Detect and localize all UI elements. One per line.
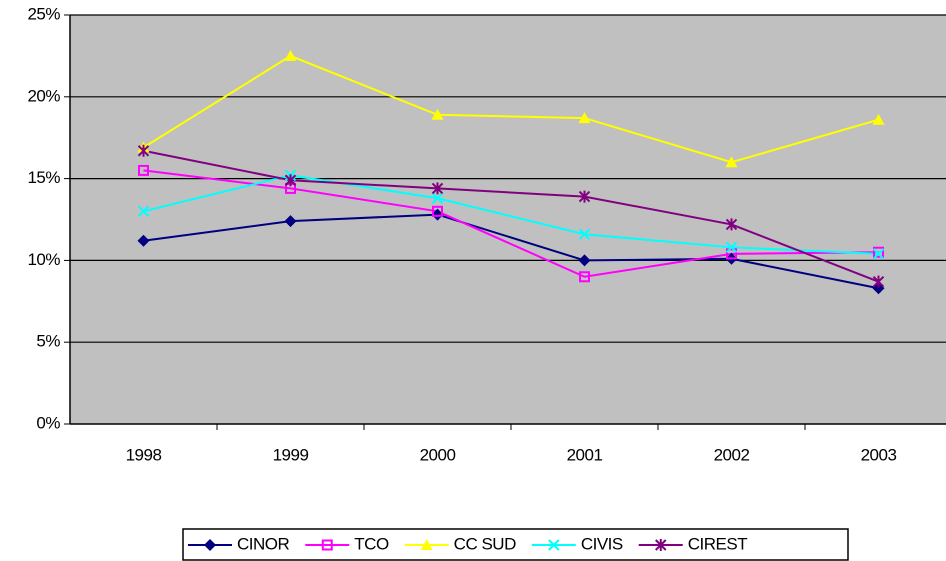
marker [138,164,149,176]
marker [578,254,591,267]
marker [420,539,433,550]
marker [578,228,591,240]
series-line [143,174,879,255]
marker [284,215,297,228]
marker [431,192,444,204]
marker [548,539,560,551]
y-tick-label: 10% [27,250,60,269]
marker [137,234,150,247]
marker [284,49,297,61]
marker [872,113,885,125]
legend-item: CIREST [638,534,748,553]
y-tick-label: 20% [27,86,60,105]
marker [578,112,591,124]
series-line [143,149,879,283]
legend-item: CINOR [188,534,290,553]
legend-box [182,528,849,561]
marker [873,246,884,258]
legend-label: CIVIS [581,534,623,553]
marker [137,144,150,157]
marker [725,241,738,254]
marker [655,539,667,551]
marker [431,108,444,120]
marker [726,248,737,260]
plot-area [70,15,946,424]
x-tick-label: 2000 [420,445,456,464]
marker [431,182,444,195]
legend-label: CINOR [237,534,290,553]
marker [321,539,333,551]
marker [137,205,150,218]
marker [725,218,738,231]
series-line [143,213,879,290]
marker [872,275,885,288]
x-tick-label: 2001 [567,445,603,464]
series-line [142,54,879,164]
marker [725,156,738,168]
legend-item: CC SUD [404,534,517,553]
marker [204,539,216,551]
x-tick-label: 1998 [126,445,162,464]
marker [579,271,590,283]
y-tick-label: 25% [27,4,60,23]
x-tick-label: 2003 [861,445,897,464]
legend-label: TCO [354,534,389,553]
x-tick-label: 1999 [273,445,309,464]
marker [872,248,885,260]
series-line [143,169,879,278]
marker [432,205,443,217]
legend-item: CIVIS [531,534,623,553]
marker [431,208,444,221]
y-tick-label: 5% [36,332,60,351]
y-tick-label: 15% [27,168,60,187]
legend-item: TCO [305,534,389,553]
x-tick-label: 2002 [714,445,750,464]
y-tick-label: 0% [36,413,60,432]
marker [578,190,591,203]
legend-label: CIREST [688,534,747,553]
legend-label: CC SUD [454,534,516,553]
marker [284,174,297,187]
